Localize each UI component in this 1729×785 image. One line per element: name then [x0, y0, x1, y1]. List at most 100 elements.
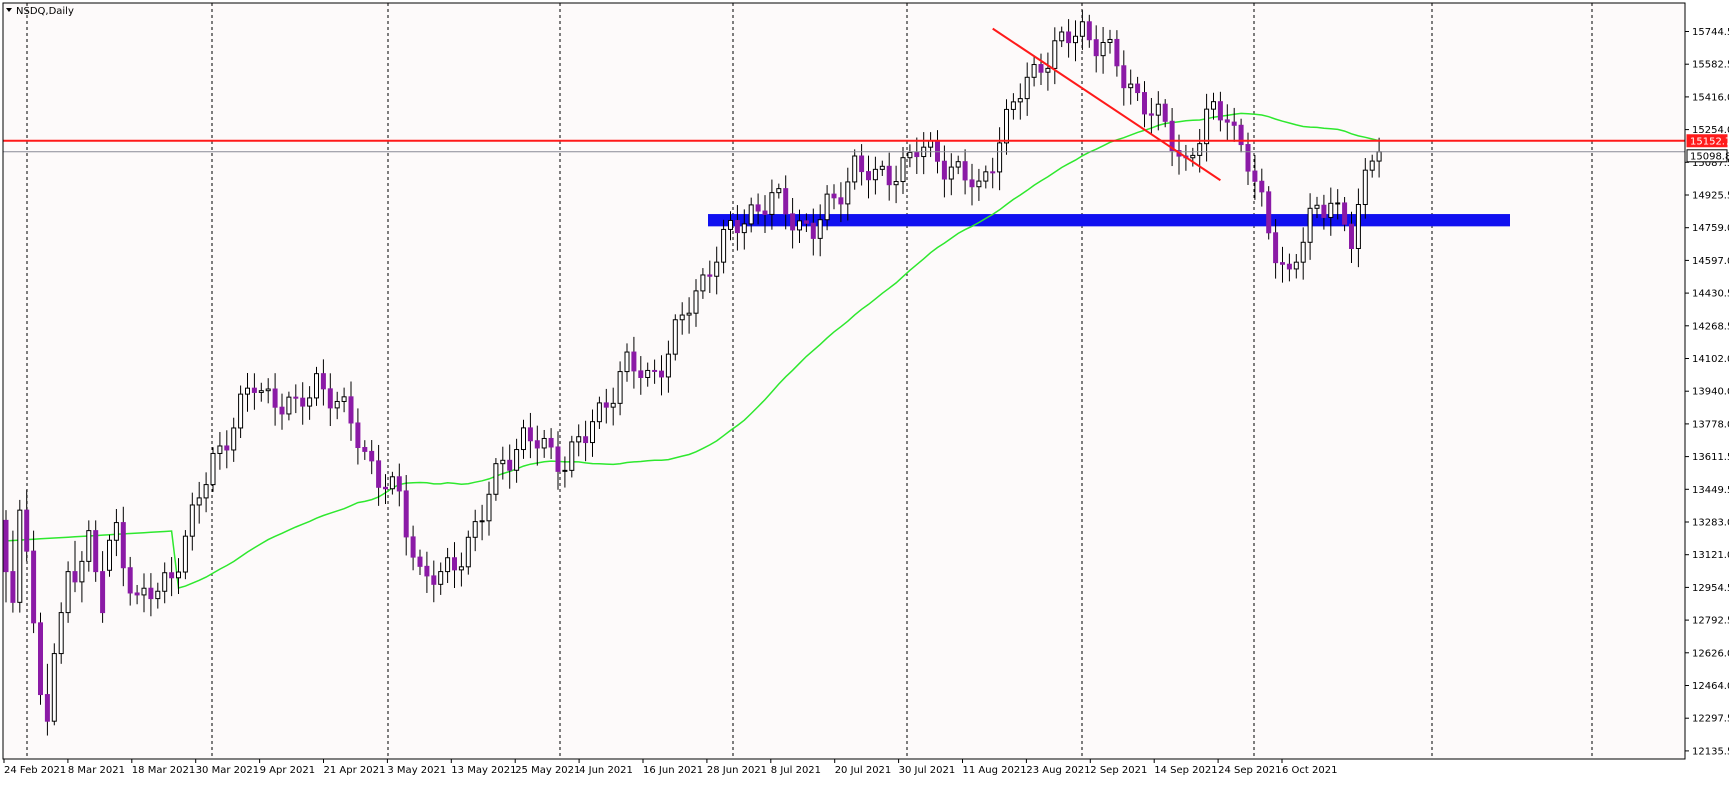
candle — [1355, 188, 1361, 268]
moving-average-layer — [5, 112, 1380, 589]
candle — [1328, 187, 1334, 236]
x-tick-label: 21 Apr 2021 — [324, 765, 386, 776]
candle — [1169, 108, 1175, 167]
candle — [755, 193, 761, 225]
candle-body-bull — [314, 373, 319, 399]
candle-body-bull — [1314, 204, 1320, 209]
candle — [10, 530, 16, 613]
candle — [203, 472, 209, 513]
candle-body-bear — [348, 396, 354, 424]
candle — [300, 382, 306, 425]
x-tick-label: 2 Sep 2021 — [1090, 765, 1147, 776]
candle-body-bear — [72, 571, 78, 583]
candle — [465, 530, 471, 575]
candle-body-bull — [341, 396, 347, 402]
x-tick-label: 25 May 2021 — [515, 765, 580, 776]
candle — [3, 510, 9, 603]
candle-body-bear — [659, 370, 664, 378]
candle — [645, 362, 651, 387]
candle-body-bear — [962, 161, 968, 181]
candle-body-bull — [514, 449, 520, 471]
candle — [1217, 91, 1223, 132]
candle — [1273, 219, 1279, 279]
candle — [534, 425, 540, 466]
resistance-price-label: 15152.7 — [1686, 134, 1729, 148]
candle-body-bear — [134, 592, 140, 596]
candle — [907, 144, 913, 168]
candle — [1031, 56, 1037, 87]
y-tick-label: 12297.5 — [1692, 714, 1729, 725]
candle-body-bull — [458, 566, 464, 571]
candle-body-bull — [58, 612, 64, 655]
y-tick-label: 14102.0 — [1692, 354, 1729, 365]
candle-body-bull — [686, 312, 692, 316]
x-tick-label: 9 Apr 2021 — [260, 765, 315, 776]
x-tick-label: 18 Mar 2021 — [132, 765, 195, 776]
candle-body-bull — [596, 402, 602, 423]
x-tick-label: 24 Feb 2021 — [4, 765, 66, 776]
candle-body-bear — [1286, 263, 1292, 270]
candle-body-bull — [955, 161, 961, 168]
candle-body-bear — [762, 210, 768, 215]
candle — [258, 382, 264, 402]
x-tick-label: 14 Sep 2021 — [1154, 765, 1217, 776]
candle-body-bear — [1142, 92, 1147, 115]
candle — [327, 373, 333, 427]
candle — [1349, 211, 1354, 264]
candle — [1114, 30, 1120, 77]
candle-body-bear — [10, 571, 16, 603]
candle — [590, 409, 595, 457]
candle — [93, 520, 99, 582]
candle — [24, 489, 30, 562]
triangle-down-icon[interactable] — [6, 8, 12, 12]
candle — [596, 396, 602, 429]
candle-body-bull — [238, 393, 244, 429]
candle-body-bull — [1100, 41, 1106, 57]
candle — [410, 525, 416, 571]
candle-body-bear — [603, 402, 609, 408]
candle — [224, 430, 230, 469]
candle — [1224, 104, 1230, 141]
candle — [176, 558, 181, 595]
candle — [810, 208, 816, 256]
candle — [362, 440, 368, 460]
candle-body-bear — [734, 219, 740, 234]
candle — [1293, 254, 1299, 279]
candle-body-bull — [1004, 108, 1009, 144]
candle — [1066, 19, 1072, 58]
candle-body-bull — [113, 522, 119, 541]
candle — [741, 209, 747, 250]
candle-body-bull — [176, 571, 181, 579]
candle-body-bull — [569, 441, 575, 471]
candle-body-bear — [452, 557, 457, 571]
candle-body-bear — [403, 490, 409, 538]
y-tick-label: 15416.0 — [1692, 92, 1729, 103]
candle-body-bear — [1148, 113, 1154, 116]
candle-body-bull — [562, 469, 568, 472]
candle-body-bear — [507, 459, 513, 471]
candle — [1362, 158, 1368, 219]
candle — [914, 137, 920, 174]
candle-body-bull — [438, 571, 444, 585]
candle — [845, 167, 851, 221]
candle-body-bull — [748, 204, 754, 225]
candle — [948, 153, 954, 196]
candle — [217, 432, 223, 470]
candle — [941, 145, 947, 198]
candle-body-bear — [31, 550, 37, 624]
moving-average-line — [5, 112, 1380, 589]
candle — [562, 456, 568, 488]
candle-body-bull — [307, 397, 313, 407]
y-tick-label: 12135.5 — [1692, 746, 1729, 757]
plot-frame — [2, 2, 1686, 760]
candle-body-bull — [1335, 202, 1341, 205]
candle — [824, 185, 830, 231]
candle — [417, 549, 423, 576]
plot-area[interactable] — [3, 3, 1685, 759]
candle-body-bull — [907, 151, 913, 159]
candle — [472, 509, 478, 552]
candle — [169, 557, 175, 597]
candle — [1314, 196, 1320, 219]
